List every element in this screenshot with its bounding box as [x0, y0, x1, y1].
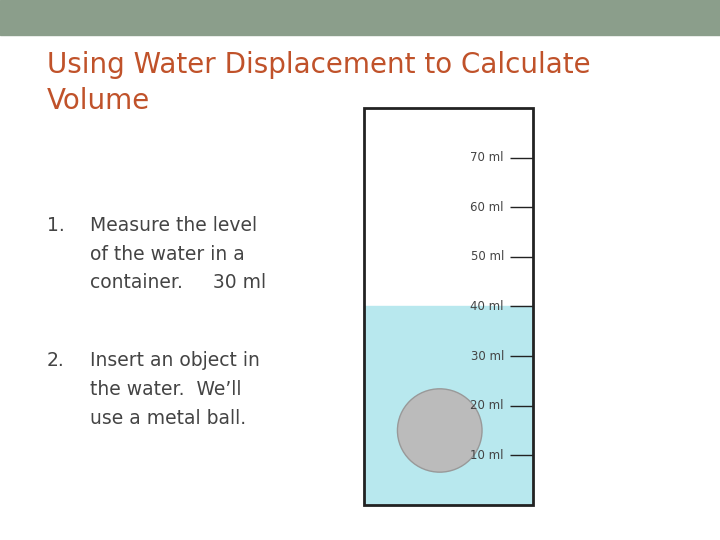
- Text: 30 ml: 30 ml: [471, 349, 504, 362]
- Bar: [0, 0, 720, 35]
- Text: 1.: 1.: [47, 216, 65, 235]
- Text: 70 ml: 70 ml: [470, 151, 504, 164]
- Text: 20 ml: 20 ml: [470, 399, 504, 412]
- Text: 50 ml: 50 ml: [471, 251, 504, 264]
- Bar: [364, 108, 533, 505]
- Text: 40 ml: 40 ml: [470, 300, 504, 313]
- Text: 2.: 2.: [47, 351, 65, 370]
- Text: Using Water Displacement to Calculate
Volume: Using Water Displacement to Calculate Vo…: [47, 51, 590, 115]
- Text: Insert an object in
the water.  We’ll
use a metal ball.: Insert an object in the water. We’ll use…: [90, 351, 260, 428]
- Ellipse shape: [397, 389, 482, 472]
- Text: 10 ml: 10 ml: [470, 449, 504, 462]
- Text: 60 ml: 60 ml: [470, 201, 504, 214]
- Bar: [364, 307, 533, 505]
- Text: Measure the level
of the water in a
container.     30 ml: Measure the level of the water in a cont…: [90, 216, 266, 293]
